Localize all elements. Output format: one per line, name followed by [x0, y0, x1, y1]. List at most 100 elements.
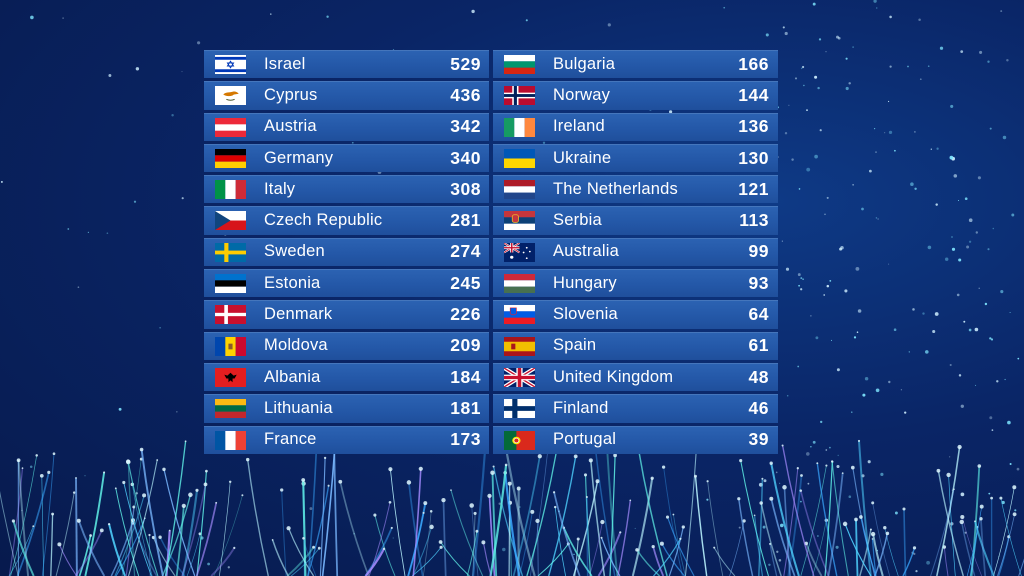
country-name: Denmark — [264, 305, 333, 324]
points-value: 529 — [450, 53, 481, 74]
scoreboard-row: Hungary 93 — [493, 269, 778, 298]
country-name: Serbia — [553, 211, 602, 230]
scoreboard-row: Australia 99 — [493, 237, 778, 267]
scoreboard-row: Israel 529 — [204, 50, 489, 79]
moldova-flag-icon — [215, 336, 246, 356]
points-value: 61 — [748, 335, 769, 356]
cyprus-flag-icon — [215, 86, 246, 106]
ireland-flag-icon — [504, 117, 535, 137]
points-value: 342 — [450, 116, 481, 137]
scoreboard-row: France 173 — [204, 425, 489, 454]
country-name: Albania — [264, 367, 321, 386]
points-value: 184 — [450, 366, 481, 387]
points-value: 308 — [450, 178, 481, 199]
ukraine-flag-icon — [504, 148, 535, 168]
spain-flag-icon — [504, 336, 535, 356]
serbia-flag-icon — [504, 211, 535, 231]
bulgaria-flag-icon — [504, 55, 535, 74]
scoreboard-row: Italy 308 — [204, 175, 489, 204]
germany-flag-icon — [215, 148, 246, 168]
country-name: Czech Republic — [264, 211, 383, 230]
points-value: 64 — [748, 304, 769, 325]
scoreboard-row: Denmark 226 — [204, 300, 489, 329]
points-value: 46 — [748, 397, 769, 418]
country-name: Slovenia — [553, 305, 618, 324]
sweden-flag-icon — [215, 242, 246, 262]
denmark-flag-icon — [215, 305, 246, 325]
portugal-flag-icon — [504, 430, 535, 450]
albania-flag-icon — [215, 367, 246, 387]
country-name: Estonia — [264, 273, 321, 292]
united-kingdom-flag-icon — [504, 367, 535, 387]
country-name: Ireland — [553, 117, 605, 136]
country-name: Bulgaria — [553, 54, 616, 73]
points-value: 48 — [748, 366, 769, 387]
israel-flag-icon — [215, 55, 246, 74]
country-name: Cyprus — [264, 85, 318, 104]
austria-flag-icon — [215, 117, 246, 137]
czech-republic-flag-icon — [215, 211, 246, 231]
country-name: Norway — [553, 85, 611, 104]
italy-flag-icon — [215, 180, 246, 200]
country-name: Finland — [553, 398, 609, 417]
country-name: Austria — [264, 117, 317, 136]
points-value: 274 — [450, 241, 481, 262]
points-value: 281 — [450, 210, 481, 231]
country-name: Lithuania — [264, 398, 333, 417]
country-name: The Netherlands — [553, 179, 678, 198]
points-value: 209 — [450, 335, 481, 356]
country-name: United Kingdom — [553, 367, 674, 386]
scoreboard-row: United Kingdom 48 — [493, 362, 778, 392]
points-value: 93 — [748, 272, 769, 293]
points-value: 144 — [738, 84, 769, 105]
scoreboard-row: Spain 61 — [493, 331, 778, 360]
country-name: Spain — [553, 336, 597, 355]
scoreboard-row: Ireland 136 — [493, 112, 778, 141]
country-name: France — [264, 430, 317, 449]
points-value: 436 — [450, 84, 481, 105]
scoreboard-row: Austria 342 — [204, 112, 489, 141]
scoreboard-row: Moldova 209 — [204, 331, 489, 360]
slovenia-flag-icon — [504, 305, 535, 325]
country-name: Germany — [264, 148, 334, 167]
points-value: 121 — [738, 178, 769, 199]
scoreboard-row: Portugal 39 — [493, 425, 778, 454]
country-name: Moldova — [264, 336, 328, 355]
norway-flag-icon — [504, 86, 535, 106]
scoreboard-row: Germany 340 — [204, 143, 489, 173]
scoreboard-row: The Netherlands 121 — [493, 175, 778, 204]
scoreboard-row: Lithuania 181 — [204, 394, 489, 423]
scoreboard-row: Albania 184 — [204, 362, 489, 392]
points-value: 226 — [450, 304, 481, 325]
france-flag-icon — [215, 430, 246, 450]
points-value: 245 — [450, 272, 481, 293]
points-value: 99 — [748, 241, 769, 262]
scoreboard-row: Finland 46 — [493, 394, 778, 423]
country-name: Sweden — [264, 242, 325, 261]
netherlands-flag-icon — [504, 180, 535, 200]
scoreboard-row: Serbia 113 — [493, 206, 778, 235]
lithuania-flag-icon — [215, 399, 246, 419]
scoreboard-row: Bulgaria 166 — [493, 50, 778, 79]
scoreboard-row: Sweden 274 — [204, 237, 489, 267]
australia-flag-icon — [504, 242, 535, 262]
scoreboard-row: Estonia 245 — [204, 269, 489, 298]
country-name: Italy — [264, 179, 296, 198]
country-name: Portugal — [553, 430, 617, 449]
scoreboard-left-column: Israel 529 Cyprus 436 Austria 342 German… — [204, 50, 489, 454]
country-name: Ukraine — [553, 148, 612, 167]
points-value: 39 — [748, 429, 769, 450]
scoreboard-row: Cyprus 436 — [204, 81, 489, 110]
points-value: 173 — [450, 429, 481, 450]
points-value: 340 — [450, 147, 481, 168]
estonia-flag-icon — [215, 274, 246, 294]
country-name: Australia — [553, 242, 619, 261]
scoreboard: Israel 529 Cyprus 436 Austria 342 German… — [204, 50, 778, 454]
points-value: 181 — [450, 397, 481, 418]
scoreboard-row: Ukraine 130 — [493, 143, 778, 173]
finland-flag-icon — [504, 399, 535, 419]
country-name: Hungary — [553, 273, 617, 292]
scoreboard-right-column: Bulgaria 166 Norway 144 Ireland 136 Ukra… — [493, 50, 778, 454]
points-value: 130 — [738, 147, 769, 168]
